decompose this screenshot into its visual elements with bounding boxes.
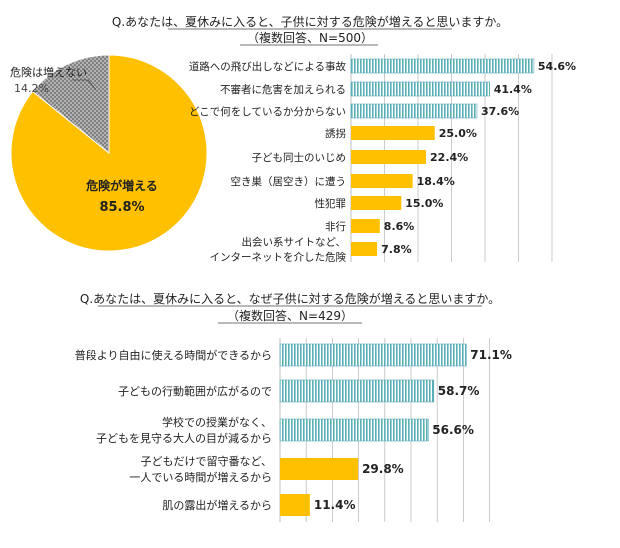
top-chart-title: Q.あなたは、夏休みに入ると、子供に対する危険が増えると思いますか。	[112, 14, 508, 29]
bar	[279, 379, 435, 403]
bar-category-label: 非行	[325, 220, 346, 233]
bar-value-label: 18.4%	[417, 175, 455, 188]
bar-category-label: どこで何をしているか分からない	[189, 105, 346, 118]
bar-category-label: 道路への飛び出しなどによる事故	[189, 60, 347, 73]
bar-value-label: 11.4%	[314, 498, 356, 512]
bar	[351, 219, 380, 233]
bar-value-label: 8.6%	[384, 220, 415, 233]
bottom-chart-subtitle: （複数回答、N=429）	[227, 308, 353, 323]
bar	[351, 150, 427, 164]
bar-category-label: 子ども同士のいじめ	[252, 151, 347, 164]
bar	[351, 242, 378, 256]
top-chart-subtitle: （複数回答、N=500）	[247, 30, 373, 45]
bar-category-label: 子どもの行動範囲が広がるので	[118, 384, 272, 398]
bar-category-label: インターネットを介した危険	[210, 252, 347, 264]
bar	[351, 126, 435, 140]
bar	[351, 196, 402, 210]
pie-slice-not-increase	[32, 54, 110, 155]
top-bar-chart: 54.6% 道路への飛び出しなどによる事故 41.4% 不審者に危害を加えられる 37.…	[189, 54, 576, 264]
bar	[350, 58, 535, 74]
pie-chart: 危険は増えない 14.2% 危険が増える 85.8%	[10, 54, 208, 252]
bar-category-label: 空き巣（居空き）に遭う	[231, 175, 347, 188]
bar	[279, 343, 467, 367]
bar-value-label: 41.4%	[494, 83, 532, 96]
pie-value-increase: 85.8%	[99, 200, 144, 215]
bar	[280, 494, 310, 516]
bar	[350, 103, 478, 119]
bar-category-label: 不審者に危害を加えられる	[220, 83, 346, 96]
bar-value-label: 37.6%	[481, 105, 519, 118]
bottom-bar-chart: 71.1% 普段より自由に使える時間ができるから 58.7% 子どもの行動範囲が広がる…	[75, 338, 512, 522]
bar-value-label: 25.0%	[439, 127, 477, 140]
bar-category-label: 子どもを見守る大人の目が減るから	[96, 431, 272, 445]
pie-leader-line-2	[87, 79, 97, 91]
bar-category-label: 肌の露出が増えるから	[162, 498, 272, 512]
bar-value-label: 54.6%	[538, 60, 576, 73]
bar	[280, 458, 359, 480]
bar-value-label: 15.0%	[405, 197, 443, 210]
bottom-chart-title: Q.あなたは、夏休みに入ると、なぜ子供に対する危険が増えると思いますか。	[80, 291, 500, 306]
pie-label-increase: 危険が増える	[85, 178, 158, 193]
bar	[279, 418, 429, 442]
bar-value-label: 58.7%	[438, 384, 480, 398]
bar-category-label: 出会い系サイトなど、	[242, 236, 346, 249]
bar-category-label: 一人でいる時間が増えるから	[129, 470, 272, 484]
bar-value-label: 56.6%	[432, 423, 474, 437]
bar-category-label: 普段より自由に使える時間ができるから	[75, 348, 272, 362]
bar-category-label: 性犯罪	[315, 197, 347, 210]
pie-value-not-increase: 14.2%	[14, 82, 49, 95]
bar-category-label: 学校での授業がなく、	[162, 415, 272, 429]
bar-category-label: 子どもだけで留守番など、	[141, 454, 272, 468]
bar-value-label: 29.8%	[362, 462, 404, 476]
bar-category-label: 誘拐	[325, 127, 346, 140]
bar-value-label: 22.4%	[430, 151, 468, 164]
bar-value-label: 7.8%	[381, 243, 412, 256]
bar	[351, 174, 413, 188]
pie-label-not-increase: 危険は増えない	[10, 66, 87, 79]
bar-value-label: 71.1%	[470, 348, 512, 362]
bar	[350, 81, 490, 97]
